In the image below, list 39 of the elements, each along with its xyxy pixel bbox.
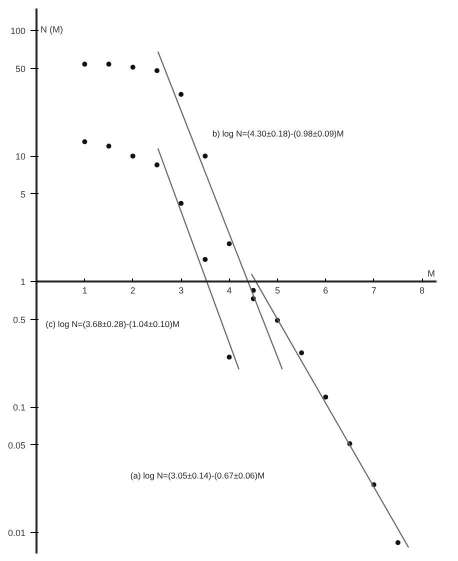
- y-axis-title: N (M): [40, 24, 63, 34]
- x-tick-label: 7: [371, 286, 376, 296]
- x-tick-label: 8: [420, 286, 425, 296]
- point: [130, 64, 136, 70]
- point: [395, 540, 400, 546]
- y-tick-label: 0.01: [8, 528, 26, 538]
- annotation: (a) log N=(3.05±0.14)-(0.67±0.06)M: [130, 470, 265, 481]
- y-tick-label: 1: [20, 277, 26, 288]
- point: [226, 241, 232, 246]
- point: [178, 92, 184, 97]
- point: [202, 154, 208, 159]
- annotation: (c) log N=(3.68±0.28)-(1.04±0.10)M: [46, 319, 180, 330]
- point: [299, 350, 304, 356]
- point: [323, 394, 328, 400]
- point: [82, 62, 88, 67]
- annotation: b) log N=(4.30±0.18)-(0.98±0.09)M: [212, 128, 344, 138]
- point: [82, 139, 88, 144]
- x-tick-label: 3: [178, 286, 184, 296]
- y-tick-label: 5: [20, 189, 26, 200]
- point: [130, 154, 136, 159]
- y-tick-label: 100: [10, 26, 26, 36]
- point: [154, 162, 160, 168]
- point: [178, 200, 184, 206]
- x-tick-label: 1: [82, 286, 88, 296]
- x-tick-label: 2: [130, 286, 136, 296]
- point: [202, 256, 208, 262]
- y-tick-label: 0.05: [8, 440, 26, 450]
- x-tick-label: 4: [226, 286, 232, 296]
- point: [226, 354, 232, 360]
- x-tick-label: 5: [274, 286, 280, 296]
- y-tick-label: 50: [15, 64, 26, 74]
- x-tick-label: 6: [323, 286, 328, 296]
- x-axis-title: M: [428, 268, 435, 279]
- point: [154, 68, 160, 74]
- y-tick-label: 0.5: [12, 314, 26, 325]
- point: [106, 62, 112, 67]
- y-tick-label: 0.1: [12, 402, 26, 413]
- point: [106, 144, 112, 149]
- y-tick-label: 10: [15, 152, 26, 162]
